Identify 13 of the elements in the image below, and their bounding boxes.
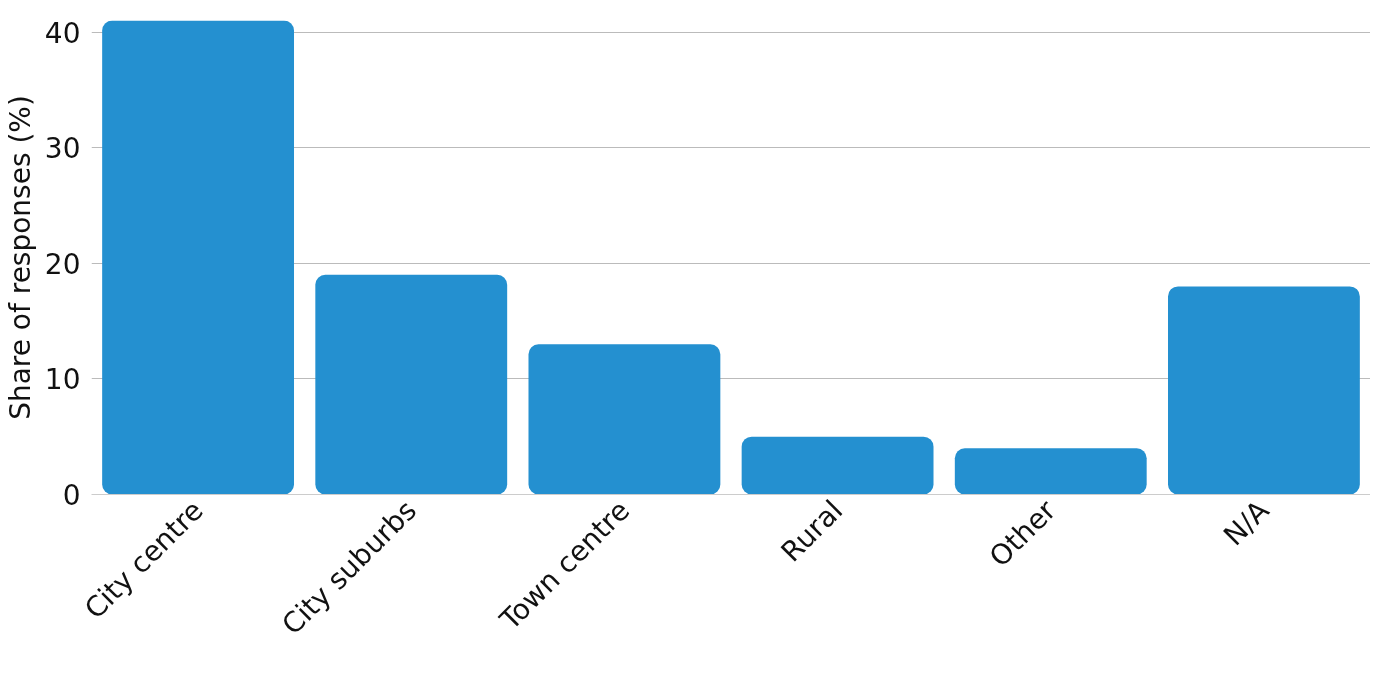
- y-tick-label: 0: [62, 479, 81, 512]
- bar: [528, 344, 721, 495]
- bar: [741, 436, 934, 495]
- bar: [315, 274, 508, 495]
- x-tick-label: N/A: [1217, 493, 1276, 553]
- y-tick-label: 10: [44, 363, 81, 397]
- bar: [954, 448, 1147, 495]
- y-tick-label: 40: [44, 16, 81, 50]
- y-tick-label: 30: [44, 132, 81, 166]
- y-tick-label: 20: [44, 247, 81, 281]
- y-axis-title: Share of responses (%): [3, 95, 37, 420]
- bar: [1167, 286, 1360, 495]
- bar: [102, 20, 295, 495]
